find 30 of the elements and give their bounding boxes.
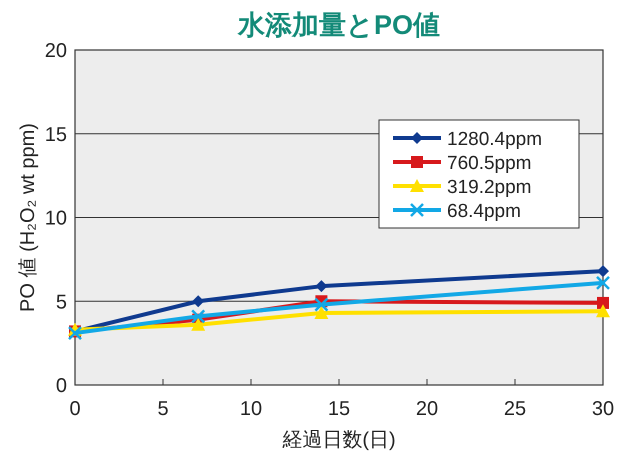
point — [597, 265, 609, 278]
legend-label: 760.5ppm — [447, 153, 532, 174]
y-tick-label: 20 — [44, 40, 67, 62]
point — [314, 297, 329, 312]
y-tick-label: 5 — [56, 291, 67, 314]
x-tick-label: 20 — [416, 398, 438, 420]
x-tick-label: 25 — [504, 398, 526, 420]
point — [68, 326, 82, 340]
y-tick-label: 15 — [44, 124, 67, 146]
x-tick-label: 5 — [157, 398, 169, 420]
x-tick-label: 0 — [69, 398, 81, 420]
y-tick-label: 10 — [44, 208, 67, 230]
y-tick-label: 0 — [56, 375, 67, 397]
legend-label: 1280.4ppm — [447, 129, 542, 150]
legend-label: 68.4ppm — [447, 201, 521, 222]
point — [190, 309, 206, 324]
point — [192, 295, 204, 308]
point — [314, 306, 328, 319]
x-tick-label: 10 — [240, 398, 262, 420]
point — [597, 296, 609, 309]
chart-title: 水添加量とPO値 — [236, 10, 440, 40]
point — [596, 304, 610, 318]
point — [315, 280, 328, 292]
point — [191, 318, 206, 331]
legend-label: 319.2ppm — [447, 177, 532, 198]
x-axis-title: 経過日数(日) — [281, 429, 396, 451]
x-tick-label: 30 — [592, 398, 614, 420]
x-tick-label: 15 — [328, 398, 350, 420]
point — [596, 276, 610, 290]
y-axis-title: PO 値 (H₂O₂ wt ppm) — [17, 123, 39, 312]
